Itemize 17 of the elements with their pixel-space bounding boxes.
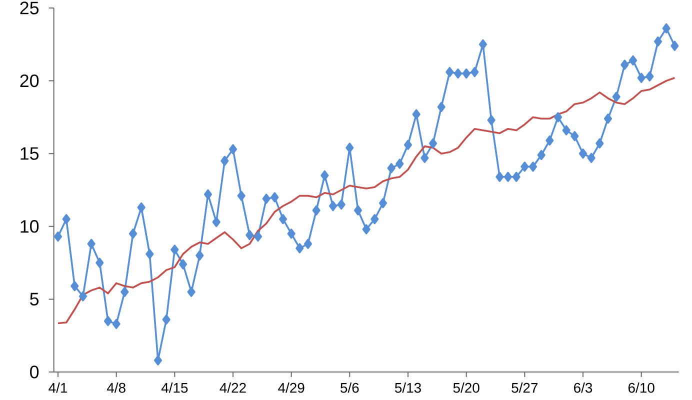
- y-tick-label: 15: [20, 147, 39, 160]
- y-tick-label: 10: [20, 220, 39, 233]
- y-tick-label: 5: [30, 292, 39, 306]
- x-tick-label: 5/20: [453, 382, 480, 393]
- y-tick-label: 20: [20, 74, 39, 88]
- x-tick-label: 6/3: [574, 382, 592, 393]
- x-tick-label: 5/13: [394, 382, 421, 393]
- x-tick-label: 4/22: [220, 382, 246, 393]
- x-tick-label: 5/27: [512, 382, 538, 393]
- y-tick-label: 25: [20, 2, 39, 14]
- x-tick-label: 5/6: [340, 382, 359, 393]
- x-tick-label: 4/1: [48, 382, 68, 393]
- y-tick-label: 0: [30, 366, 39, 378]
- x-tick-label: 4/8: [106, 382, 126, 393]
- x-tick-label: 6/10: [628, 382, 654, 393]
- x-tick-label: 4/15: [161, 382, 188, 393]
- x-tick-label: 4/29: [278, 382, 304, 393]
